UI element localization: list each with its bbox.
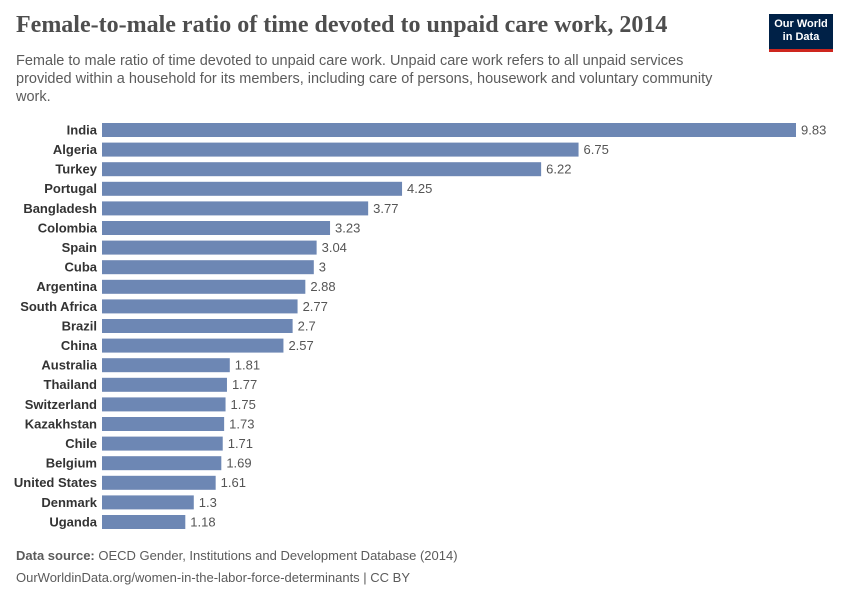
category-label: India (67, 122, 98, 137)
category-label: Australia (41, 358, 97, 373)
chart: India 9.83 Algeria 6.75 Turkey 6.22 Portugal 4.… (14, 122, 826, 529)
bar (102, 221, 331, 235)
value-label: 3.23 (335, 220, 360, 235)
category-label: United States (14, 475, 97, 490)
bar (102, 142, 579, 157)
category-label: Belgium (46, 456, 97, 471)
value-label: 2.7 (298, 318, 316, 333)
bar (102, 358, 230, 373)
logo-line: Our World (774, 18, 828, 30)
bar (102, 260, 314, 275)
value-label: 2.57 (288, 338, 313, 353)
source-label: Data source: (16, 548, 95, 563)
category-label: South Africa (20, 299, 98, 314)
bar (102, 436, 223, 451)
value-label: 1.69 (226, 456, 251, 471)
category-label: Turkey (55, 162, 97, 177)
bar (102, 299, 298, 314)
footer[interactable]: OurWorldinData.org/women-in-the-labor-fo… (16, 570, 411, 585)
logo-line: in Data (782, 31, 820, 43)
category-label: Cuba (65, 260, 98, 275)
category-label: Switzerland (25, 397, 97, 412)
bar (102, 162, 542, 177)
category-label: Thailand (44, 377, 98, 392)
value-label: 1.75 (231, 397, 256, 412)
chart-title: Female-to-male ratio of time devoted to … (16, 12, 668, 38)
category-label: Uganda (49, 514, 97, 529)
bar (102, 495, 194, 510)
bar (102, 240, 317, 255)
value-label: 9.83 (801, 122, 826, 137)
value-label: 1.61 (221, 475, 246, 490)
value-label: 4.25 (407, 181, 432, 196)
bar (102, 397, 226, 412)
value-label: 3.04 (322, 240, 347, 255)
value-label: 1.77 (232, 377, 257, 392)
value-label: 6.75 (584, 142, 609, 157)
value-label: 2.88 (310, 279, 335, 294)
value-label: 1.73 (229, 416, 254, 431)
category-label: China (61, 338, 98, 353)
category-label: Portugal (44, 181, 97, 196)
category-label: Denmark (41, 495, 97, 510)
bar (102, 515, 186, 529)
value-label: 3 (319, 260, 326, 275)
category-label: Algeria (53, 142, 98, 157)
bar (102, 123, 796, 137)
bar (102, 338, 284, 353)
value-label: 1.18 (190, 514, 215, 529)
value-label: 1.3 (199, 495, 217, 510)
category-label: Kazakhstan (25, 416, 97, 431)
logo[interactable]: Our World in Data (769, 14, 833, 52)
value-label: 6.22 (546, 162, 571, 177)
category-label: Brazil (62, 318, 97, 333)
source-text: OECD Gender, Institutions and Developmen… (98, 548, 458, 563)
bar (102, 279, 306, 294)
bar (102, 377, 227, 392)
value-label: 3.77 (373, 201, 398, 216)
bar (102, 201, 369, 216)
bar (102, 475, 216, 490)
bar (102, 181, 403, 196)
bar (102, 319, 293, 333)
value-label: 1.81 (235, 358, 260, 373)
category-label: Spain (62, 240, 97, 255)
bar (102, 456, 222, 471)
bar (102, 417, 225, 431)
category-label: Colombia (38, 220, 98, 235)
chart-subtitle: Female to male ratio of time devoted to … (16, 53, 713, 105)
value-label: 1.71 (228, 436, 253, 451)
category-label: Argentina (36, 279, 97, 294)
value-label: 2.77 (303, 299, 328, 314)
category-label: Chile (65, 436, 97, 451)
source: Data source: OECD Gender, Institutions a… (16, 548, 458, 563)
category-label: Bangladesh (23, 201, 97, 216)
